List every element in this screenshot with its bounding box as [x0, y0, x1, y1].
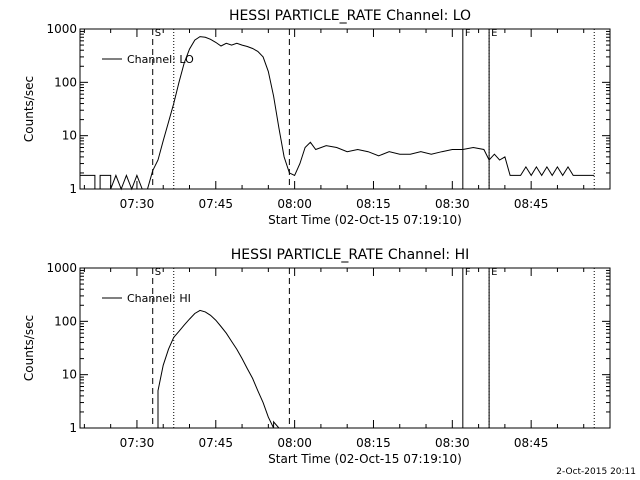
- x-axis-label-lo: Start Time (02-Oct-15 07:19:10): [268, 213, 462, 227]
- y-axis-label-lo: Counts/sec: [22, 76, 36, 142]
- event-marker-label: S: [155, 267, 161, 278]
- series-line-hi: [157, 309, 280, 429]
- panel-lo: HESSI PARTICLE_RATE Channel: LO Start Ti…: [22, 8, 611, 227]
- chart-title-lo: HESSI PARTICLE_RATE Channel: LO: [229, 8, 471, 24]
- x-tick-label: 08:45: [514, 436, 549, 450]
- chart-title-hi: HESSI PARTICLE_RATE Channel: HI: [231, 247, 469, 263]
- ticks-hi: 07:30 07:45 08:00 08:15 08:30 08:45 1 10 100 1000: [46, 261, 610, 450]
- x-tick-label: 08:00: [277, 197, 312, 211]
- legend-label-lo: Channel: LO: [127, 53, 194, 66]
- y-tick-label: 100: [54, 314, 77, 328]
- x-tick-label: 08:30: [435, 436, 470, 450]
- x-tick-label: 07:45: [198, 197, 233, 211]
- event-marker-label: E: [491, 267, 497, 278]
- timestamp-stamp: 2-Oct-2015 20:11: [556, 467, 636, 477]
- series-line-lo: [80, 36, 595, 191]
- ticks-lo: 07:30 07:45 08:00 08:15 08:30 08:45 1 10 100 1000: [46, 22, 610, 211]
- event-marker-label: E: [491, 28, 497, 39]
- x-tick-label: 08:00: [277, 436, 312, 450]
- panel-hi: HESSI PARTICLE_RATE Channel: HI Start Ti…: [22, 247, 611, 466]
- plot-frame-hi: [79, 267, 611, 429]
- y-tick-label: 1000: [46, 22, 77, 36]
- x-tick-label: 07:30: [120, 197, 155, 211]
- y-axis-label-hi: Counts/sec: [22, 315, 36, 381]
- y-tick-label: 100: [54, 75, 77, 89]
- x-tick-label: 08:15: [356, 197, 391, 211]
- legend-label-hi: Channel: HI: [127, 292, 191, 305]
- y-tick-label: 1: [69, 182, 77, 196]
- x-axis-label-hi: Start Time (02-Oct-15 07:19:10): [268, 452, 462, 466]
- plot-frame-lo: [79, 28, 611, 190]
- x-tick-label: 08:15: [356, 436, 391, 450]
- y-tick-label: 1000: [46, 261, 77, 275]
- x-tick-label: 08:45: [514, 197, 549, 211]
- y-tick-label: 10: [62, 368, 77, 382]
- event-marker-label: F: [465, 267, 471, 278]
- x-tick-label: 07:45: [198, 436, 233, 450]
- y-tick-label: 1: [69, 421, 77, 435]
- x-tick-label: 08:30: [435, 197, 470, 211]
- y-tick-label: 10: [62, 129, 77, 143]
- x-tick-label: 07:30: [120, 436, 155, 450]
- event-marker-label: F: [465, 28, 471, 39]
- event-marker-label: S: [155, 28, 161, 39]
